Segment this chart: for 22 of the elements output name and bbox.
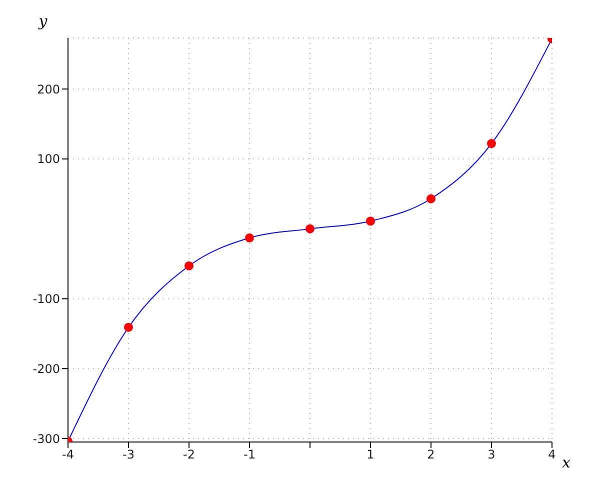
y-tick-label: 200 (37, 82, 60, 96)
y-tick-label: -100 (32, 292, 60, 306)
point (366, 216, 376, 226)
y-tick-label: 100 (37, 152, 60, 166)
point (184, 261, 194, 270)
y-tick-label: -200 (32, 362, 60, 376)
x-tick-label: 4 (548, 448, 556, 462)
x-axis-title: x (562, 453, 571, 472)
y-tick-label: -300 (32, 432, 60, 446)
point (486, 139, 496, 148)
x-tick-label: -3 (122, 448, 134, 462)
x-tick-label: 2 (427, 448, 435, 462)
point (305, 224, 315, 234)
point (244, 233, 254, 242)
y-axis-title: y (38, 12, 48, 30)
x-tick-label: -4 (62, 448, 74, 462)
x-tick-label: 3 (488, 448, 496, 462)
x-tick-label: -1 (244, 448, 256, 462)
point (124, 322, 134, 332)
x-tick-label: 1 (366, 448, 374, 462)
point (426, 194, 436, 204)
x-tick-label: -2 (183, 448, 195, 462)
